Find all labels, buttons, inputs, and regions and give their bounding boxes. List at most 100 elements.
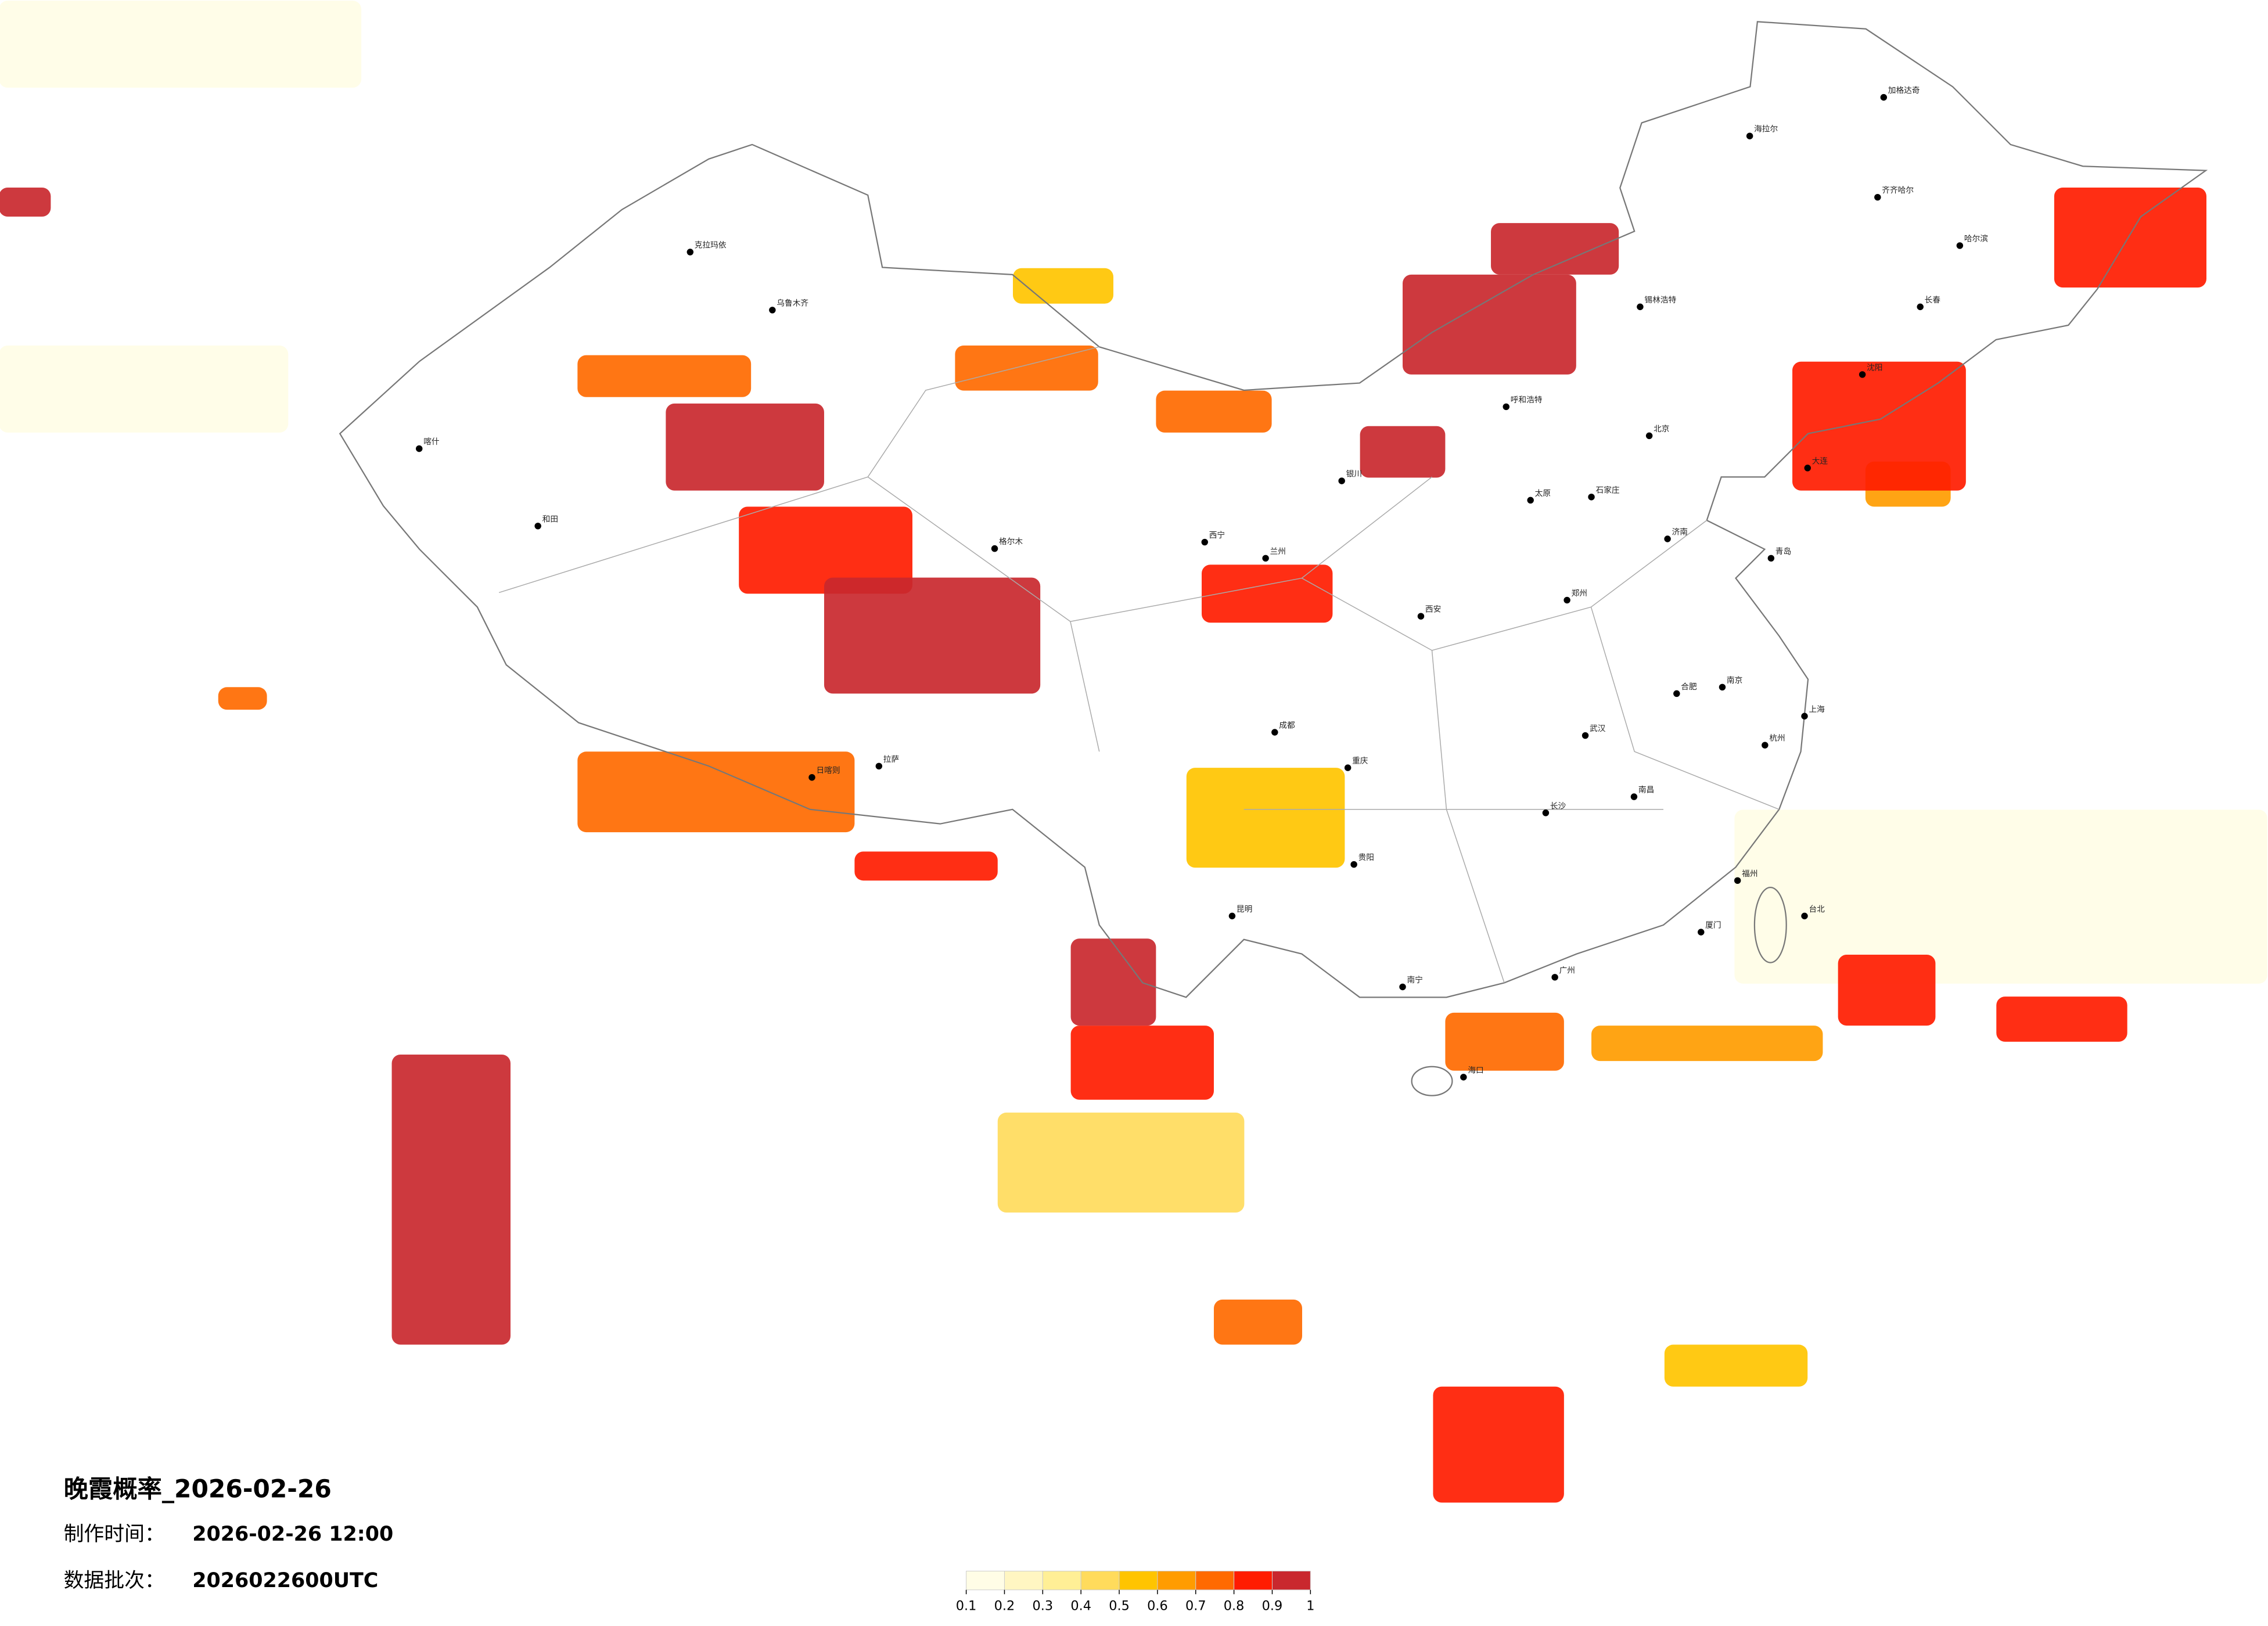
city-dot	[1645, 432, 1653, 440]
city-dot	[1874, 193, 1881, 201]
city-label: 贵阳	[1358, 853, 1374, 862]
city-label: 长春	[1925, 296, 1941, 305]
probability-patch	[0, 188, 51, 217]
city-dot	[686, 249, 694, 256]
probability-patch	[0, 1, 362, 88]
city-label: 大连	[1812, 456, 1828, 466]
city-label: 青岛	[1775, 547, 1791, 556]
city-dot	[1880, 93, 1888, 101]
city-label: 济南	[1672, 528, 1688, 537]
city-dot	[1542, 810, 1550, 816]
probability-patch	[1445, 1012, 1564, 1071]
city-label: 拉萨	[883, 755, 899, 764]
city-dot	[1201, 538, 1208, 546]
hainan-outline	[1411, 1066, 1453, 1096]
map-title: 晚霞概率_2026-02-26	[64, 1475, 332, 1503]
probability-patch	[824, 577, 1041, 694]
city-label: 重庆	[1352, 757, 1368, 766]
probability-patch	[391, 1055, 511, 1345]
colorbar-tick-label: 1	[1306, 1599, 1314, 1614]
city-dot	[1350, 861, 1357, 868]
city-dot	[1262, 555, 1269, 562]
city-label: 乌鲁木齐	[777, 298, 808, 308]
probability-patch	[1012, 268, 1113, 304]
city-dot	[1551, 974, 1558, 981]
city-label: 台北	[1809, 905, 1825, 914]
city-label: 北京	[1654, 425, 1669, 434]
city-label: 和田	[542, 515, 558, 524]
colorbar: 0.1 0.2 0.3 0.4 0.5 0.6 0.7 0.8 0.9 1	[956, 1570, 1314, 1614]
city-label: 西安	[1425, 605, 1441, 614]
city-label: 呼和浩特	[1511, 395, 1543, 405]
probability-patch	[577, 751, 855, 833]
city-dot	[1859, 371, 1866, 378]
city-dot	[1338, 477, 1345, 484]
city-label: 南宁	[1407, 975, 1422, 985]
city-label: 昆明	[1237, 905, 1252, 914]
colorbar-tick-label: 0.6	[1147, 1599, 1168, 1614]
colorbar-swatch	[1195, 1570, 1235, 1591]
city-label: 银川	[1346, 470, 1362, 479]
probability-patch	[2054, 188, 2206, 288]
colorbar-swatch	[1119, 1570, 1158, 1591]
probability-patch	[1838, 954, 1936, 1026]
city-dot	[1734, 877, 1741, 884]
city-dot	[1563, 596, 1570, 604]
probability-patch	[739, 506, 912, 594]
city-dot	[1762, 742, 1769, 749]
probability-patch	[1996, 997, 2127, 1042]
probability-patch	[666, 403, 824, 491]
city-label: 南京	[1727, 676, 1742, 685]
city-dot	[1637, 303, 1644, 311]
city-label: 杭州	[1769, 734, 1785, 743]
colorbar-swatch	[966, 1570, 1005, 1591]
probability-patch	[1156, 390, 1272, 433]
city-label: 锡林浩特	[1644, 296, 1676, 305]
city-label: 兰州	[1270, 547, 1286, 556]
probability-patch	[577, 355, 752, 397]
probability-patch	[1186, 768, 1345, 868]
probability-patch	[218, 687, 267, 710]
probability-patch	[1591, 1026, 1823, 1062]
city-dot	[1271, 729, 1278, 736]
probability-patch	[1360, 426, 1446, 478]
city-label: 上海	[1809, 705, 1825, 714]
made-value: 2026-02-26 12:00	[192, 1523, 393, 1546]
city-label: 齐齐哈尔	[1882, 186, 1914, 195]
city-label: 广州	[1559, 966, 1575, 975]
city-dot	[1801, 912, 1808, 920]
city-dot	[1344, 764, 1352, 771]
city-label: 加格达奇	[1888, 85, 1920, 95]
colorbar-swatch	[1157, 1570, 1196, 1591]
colorbar-tick-label: 0.2	[994, 1599, 1015, 1614]
city-label: 喀什	[423, 437, 440, 447]
batch-label: 数据批次：	[64, 1569, 165, 1592]
city-label: 格尔木	[999, 537, 1023, 546]
colorbar-tick-label: 0.1	[956, 1599, 977, 1614]
probability-patch	[997, 1112, 1245, 1213]
probability-patch	[1202, 564, 1333, 623]
probability-patch	[955, 345, 1098, 391]
probability-patch	[1213, 1299, 1303, 1345]
city-label: 海口	[1468, 1066, 1483, 1075]
city-label: 南昌	[1638, 786, 1654, 795]
city-dot	[1582, 732, 1589, 739]
city-dot	[534, 523, 541, 530]
city-label: 长沙	[1550, 801, 1566, 811]
city-dot	[875, 762, 883, 770]
colorbar-tick-label: 0.8	[1224, 1599, 1245, 1614]
city-label: 福州	[1742, 869, 1757, 879]
probability-patch	[854, 851, 998, 881]
city-dot	[1767, 555, 1775, 562]
colorbar-tick-label: 0.9	[1262, 1599, 1283, 1614]
taiwan-outline	[1753, 887, 1787, 963]
probability-patch	[1734, 810, 2267, 984]
city-dot	[1746, 132, 1753, 139]
city-dot	[1417, 613, 1425, 620]
colorbar-tick-label: 0.7	[1185, 1599, 1206, 1614]
probability-patch	[1403, 274, 1576, 375]
colorbar-tick-label: 0.5	[1109, 1599, 1130, 1614]
colorbar-swatch	[1004, 1570, 1043, 1591]
